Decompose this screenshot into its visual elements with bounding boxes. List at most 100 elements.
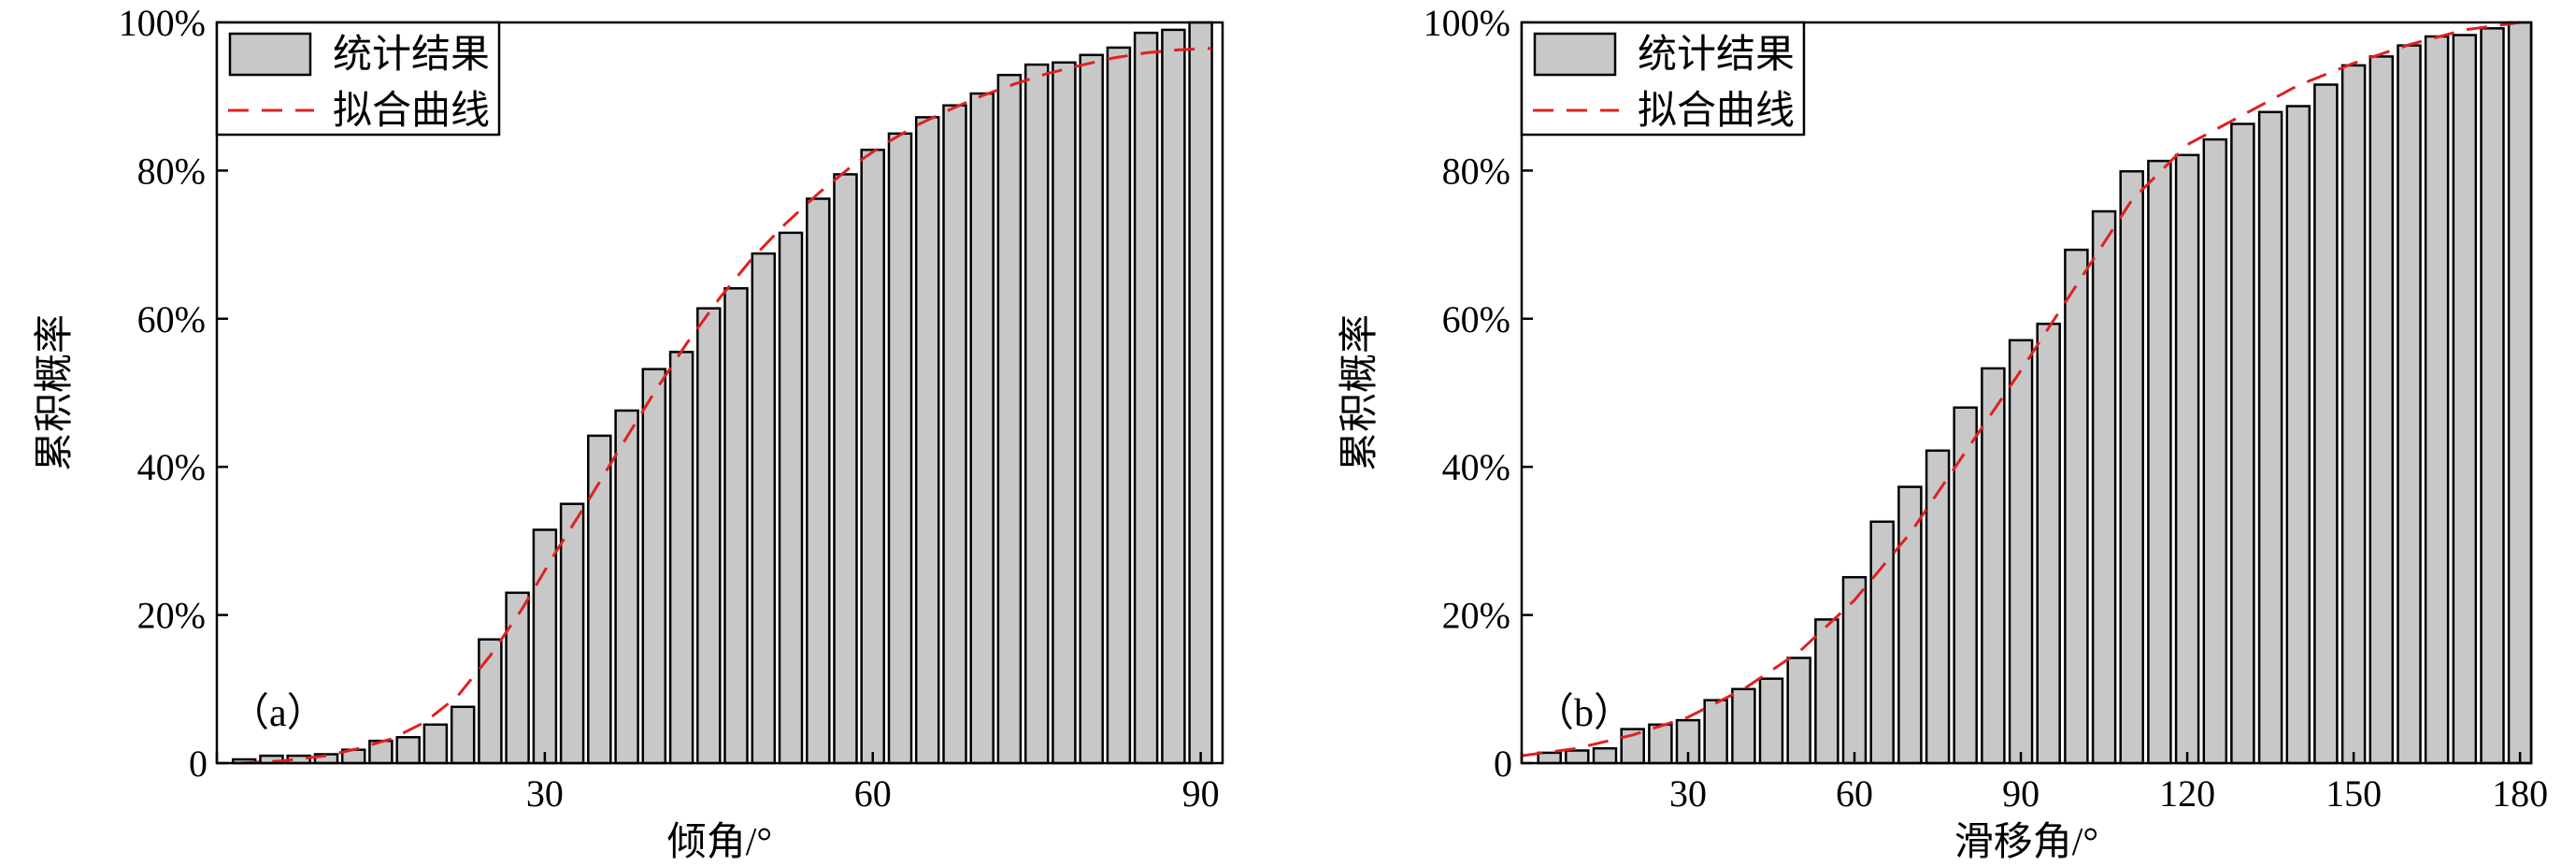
- bar: [2202, 137, 2228, 765]
- x-tick-label: 60: [1836, 772, 1873, 815]
- x-tick-label: 150: [2326, 772, 2382, 815]
- bar: [2340, 64, 2367, 765]
- bar: [1869, 520, 1895, 765]
- bar: [2285, 105, 2311, 765]
- y-tick-label: 60%: [137, 298, 206, 340]
- bar: [1731, 687, 1756, 765]
- x-tick-label: 60: [854, 772, 892, 815]
- bar: [1925, 449, 1951, 765]
- bar: [2230, 123, 2255, 765]
- x-tick-label: 0: [189, 743, 208, 785]
- bar: [1786, 657, 1811, 765]
- bar: [2424, 35, 2450, 765]
- bar: [1133, 31, 1159, 765]
- bar: [1161, 28, 1186, 765]
- legend-swatch-bar: [1533, 32, 1617, 77]
- x-tick-label: 30: [526, 772, 564, 815]
- fit-curve-line: [238, 47, 1212, 765]
- bar: [2368, 55, 2395, 765]
- y-tick-label: 80%: [1442, 150, 1510, 192]
- x-axis-label: 倾角/°: [667, 821, 772, 864]
- bar: [2397, 44, 2422, 765]
- y-axis-label: 累积概率: [33, 314, 77, 471]
- bar: [668, 351, 694, 765]
- panel-label: （a）: [230, 692, 326, 735]
- bar: [2008, 339, 2034, 765]
- bar: [2119, 169, 2144, 765]
- bar: [723, 287, 749, 765]
- x-tick-label: 90: [2002, 772, 2039, 815]
- x-tick-label: 120: [2159, 772, 2215, 815]
- bar: [1079, 53, 1104, 765]
- bar: [2452, 34, 2478, 765]
- y-tick-label: 80%: [137, 150, 206, 192]
- bar: [696, 307, 722, 765]
- y-tick-label: 100%: [119, 2, 206, 44]
- bar: [1953, 406, 1978, 765]
- bar: [969, 92, 995, 765]
- plot-frame: [1520, 21, 2533, 765]
- bar: [860, 148, 885, 765]
- legend-label: 统计结果: [333, 34, 490, 77]
- x-axis-label: 滑移角/°: [1954, 821, 2098, 864]
- y-tick-label: 60%: [1442, 298, 1510, 340]
- bar: [996, 73, 1023, 765]
- bar: [478, 638, 503, 765]
- bar: [887, 132, 913, 765]
- bar: [1841, 575, 1868, 765]
- bar: [2091, 209, 2117, 765]
- bar: [2257, 110, 2283, 765]
- bar: [2507, 21, 2533, 765]
- plot-frame: [215, 21, 1224, 765]
- bar: [2174, 153, 2200, 765]
- bar: [395, 736, 421, 765]
- bar: [1565, 749, 1590, 765]
- y-tick-label: 20%: [1442, 595, 1510, 637]
- bar: [942, 104, 967, 765]
- y-axis-label: 累积概率: [1338, 314, 1381, 471]
- bar: [1592, 746, 1618, 765]
- x-tick-label: 30: [1669, 772, 1707, 815]
- bar: [1814, 618, 1839, 765]
- y-tick-label: 20%: [137, 595, 206, 637]
- bar: [1023, 63, 1050, 765]
- bar: [778, 231, 804, 765]
- bar: [1703, 699, 1728, 765]
- bar: [1897, 485, 1923, 765]
- legend-label: 拟合曲线: [333, 90, 490, 133]
- bar: [1052, 61, 1077, 765]
- legend-swatch-bar: [228, 32, 312, 77]
- bar: [2147, 159, 2172, 765]
- x-tick-label: 90: [1182, 772, 1220, 815]
- fit-curve-line: [1521, 21, 2521, 758]
- bar: [1758, 677, 1784, 765]
- panel-label: （b）: [1535, 692, 1633, 735]
- bar: [2064, 248, 2089, 765]
- y-tick-label: 100%: [1424, 2, 1510, 44]
- bar: [422, 723, 449, 765]
- bar: [641, 368, 667, 765]
- bar: [914, 116, 940, 765]
- bar: [559, 502, 585, 765]
- bar: [833, 173, 858, 765]
- y-tick-label: 40%: [1442, 446, 1510, 488]
- bar: [1188, 21, 1213, 765]
- legend-label: 统计结果: [1638, 34, 1795, 77]
- bar: [1106, 46, 1132, 765]
- bar: [532, 528, 558, 765]
- bar: [751, 252, 777, 765]
- chart-panel-b: 0 30 60 90 120 150 180 20% 40% 60% 80% 100% 滑移角/° 累积概…: [1338, 2, 2548, 864]
- legend-label: 拟合曲线: [1638, 90, 1795, 133]
- chart-panel-a: 0 30 60 90 20% 40% 60% 80% 100% 倾角/° 累积概率 （a） 统计结果拟合…: [33, 2, 1224, 864]
- y-tick-label: 40%: [137, 446, 206, 488]
- bar: [806, 197, 831, 765]
- x-tick-label: 0: [1494, 743, 1512, 785]
- bar: [2480, 27, 2505, 765]
- bar: [2036, 323, 2061, 765]
- bar: [505, 591, 530, 765]
- bar: [2313, 83, 2339, 765]
- bar: [450, 705, 476, 765]
